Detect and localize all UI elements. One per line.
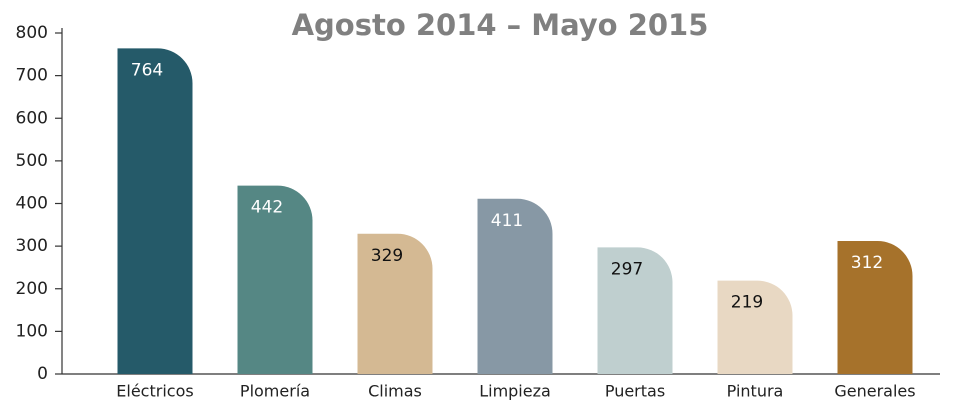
chart-title: Agosto 2014 – Mayo 2015 xyxy=(292,8,709,42)
y-tick-label: 800 xyxy=(16,23,48,43)
data-label: 329 xyxy=(371,246,403,266)
x-tick-label: Puertas xyxy=(605,382,665,401)
bar xyxy=(477,198,553,374)
y-tick-label: 0 xyxy=(37,364,48,384)
x-tick-label: Plomería xyxy=(240,382,310,401)
data-label: 411 xyxy=(491,211,523,231)
data-label: 764 xyxy=(131,60,163,80)
data-label: 442 xyxy=(251,198,283,218)
data-label: 297 xyxy=(611,259,643,279)
bar xyxy=(717,280,793,374)
y-tick-label: 200 xyxy=(16,279,48,299)
x-tick-label: Generales xyxy=(834,382,915,401)
data-label: 219 xyxy=(731,293,763,313)
x-tick-label: Climas xyxy=(368,382,422,401)
y-tick-label: 400 xyxy=(16,194,48,214)
y-tick-label: 300 xyxy=(16,236,48,256)
bar xyxy=(117,48,193,374)
x-tick-label: Limpieza xyxy=(479,382,551,401)
y-tick-label: 500 xyxy=(16,151,48,171)
y-tick-label: 700 xyxy=(16,66,48,86)
x-tick-label: Pintura xyxy=(727,382,784,401)
bar xyxy=(237,185,313,374)
y-tick-label: 600 xyxy=(16,108,48,128)
data-label: 312 xyxy=(851,253,883,273)
y-tick-label: 100 xyxy=(16,321,48,341)
bar xyxy=(837,241,913,374)
bar xyxy=(357,233,433,374)
bar xyxy=(597,247,673,374)
x-tick-label: Eléctricos xyxy=(116,382,193,401)
